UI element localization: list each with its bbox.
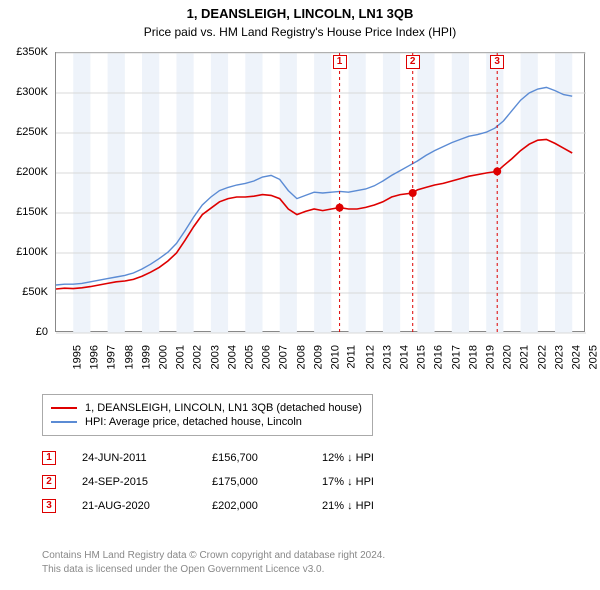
x-tick-label: 1997 [106,345,118,369]
title-primary: 1, DEANSLEIGH, LINCOLN, LN1 3QB [0,6,600,21]
sale-date: 21-AUG-2020 [82,500,212,512]
legend-swatch [51,421,77,423]
y-tick-label: £0 [36,326,48,338]
sale-marker-dot [409,189,417,197]
sale-delta-vs-hpi: 17% ↓ HPI [322,476,432,488]
sale-number-box: 2 [42,475,56,489]
sales-table: 1 24-JUN-2011£156,70012% ↓ HPI 2 24-SEP-201… [42,446,432,518]
sale-price: £202,000 [212,500,322,512]
sales-row: 2 24-SEP-2015£175,00017% ↓ HPI [42,470,432,494]
footer-line-2: This data is licensed under the Open Gov… [42,563,385,577]
x-tick-label: 2018 [467,345,479,369]
sale-date: 24-JUN-2011 [82,452,212,464]
legend-text: 1, DEANSLEIGH, LINCOLN, LN1 3QB (detache… [85,402,362,414]
x-tick-label: 2013 [381,345,393,369]
legend-row: 1, DEANSLEIGH, LINCOLN, LN1 3QB (detache… [51,402,362,414]
sales-row: 3 21-AUG-2020£202,00021% ↓ HPI [42,494,432,518]
y-tick-label: £200K [16,166,48,178]
sale-date: 24-SEP-2015 [82,476,212,488]
y-tick-label: £150K [16,206,48,218]
legend-swatch [51,407,77,409]
sale-delta-vs-hpi: 12% ↓ HPI [322,452,432,464]
sale-number-box: 3 [42,499,56,513]
x-tick-label: 2003 [209,345,221,369]
x-tick-label: 2006 [261,345,273,369]
x-tick-label: 2009 [312,345,324,369]
x-tick-label: 2005 [244,345,256,369]
plot-area: 1 2 3 [55,52,585,332]
sale-number-box: 1 [42,451,56,465]
legend-row: HPI: Average price, detached house, Linc… [51,416,362,428]
sale-price: £175,000 [212,476,322,488]
x-tick-label: 1999 [140,345,152,369]
x-tick-label: 2021 [519,345,531,369]
y-tick-label: £50K [22,286,48,298]
x-tick-label: 2015 [416,345,428,369]
x-tick-label: 2024 [571,345,583,369]
x-tick-label: 2001 [175,345,187,369]
x-tick-label: 2012 [364,345,376,369]
x-tick-label: 2016 [433,345,445,369]
title-secondary: Price paid vs. HM Land Registry's House … [0,25,600,39]
x-tick-label: 1995 [71,345,83,369]
y-tick-label: £100K [16,246,48,258]
sale-delta-vs-hpi: 21% ↓ HPI [322,500,432,512]
x-tick-label: 2004 [226,345,238,369]
x-tick-label: 2020 [502,345,514,369]
attribution-footer: Contains HM Land Registry data © Crown c… [42,549,385,576]
sale-callout: 2 [406,55,420,69]
sale-marker-dot [336,204,344,212]
chart-area: £0 £50K £100K £150K £200K £250K £300K £350K 1 2 3… [0,46,600,386]
sales-row: 1 24-JUN-2011£156,70012% ↓ HPI [42,446,432,470]
x-tick-label: 2025 [588,345,600,369]
x-tick-label: 1998 [123,345,135,369]
footer-line-1: Contains HM Land Registry data © Crown c… [42,549,385,563]
x-tick-label: 2010 [330,345,342,369]
x-tick-label: 2017 [450,345,462,369]
y-tick-label: £250K [16,126,48,138]
x-tick-label: 2000 [158,345,170,369]
x-tick-label: 2007 [278,345,290,369]
x-tick-label: 2014 [398,345,410,369]
y-tick-label: £300K [16,86,48,98]
sale-callout: 1 [333,55,347,69]
x-tick-label: 2011 [346,345,358,369]
x-tick-label: 1996 [89,345,101,369]
legend: 1, DEANSLEIGH, LINCOLN, LN1 3QB (detache… [42,394,373,436]
sale-marker-dot [493,167,501,175]
y-tick-label: £350K [16,46,48,58]
x-tick-label: 2023 [553,345,565,369]
x-tick-label: 2019 [484,345,496,369]
chart-titles: 1, DEANSLEIGH, LINCOLN, LN1 3QB Price pa… [0,0,600,39]
x-tick-label: 2022 [536,345,548,369]
legend-text: HPI: Average price, detached house, Linc… [85,416,302,428]
sale-price: £156,700 [212,452,322,464]
x-tick-label: 2002 [192,345,204,369]
x-tick-label: 2008 [295,345,307,369]
sale-callout: 3 [490,55,504,69]
